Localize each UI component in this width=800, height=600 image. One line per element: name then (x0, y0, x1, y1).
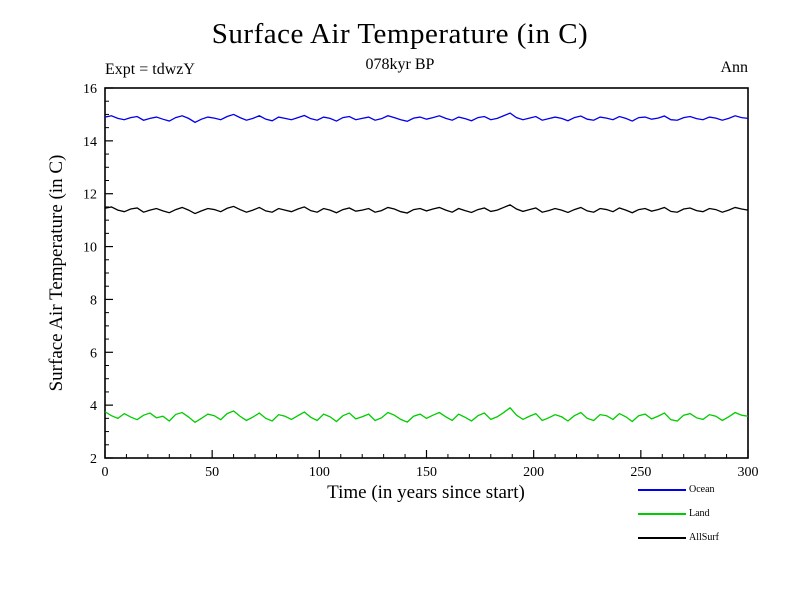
legend: Ocean Land AllSurf (638, 484, 796, 556)
x-tick-label: 150 (416, 465, 437, 480)
legend-item-ocean: Ocean (638, 484, 796, 495)
series-line-land (104, 406, 749, 424)
x-axis-label: Time (in years since start) (327, 482, 525, 503)
x-tick-label: 50 (205, 465, 219, 480)
y-tick-label: 6 (90, 346, 97, 361)
legend-item-land: Land (638, 508, 796, 519)
legend-label: Ocean (689, 484, 715, 495)
legend-line-swatch (638, 536, 686, 539)
x-tick-label: 250 (630, 465, 651, 480)
series-line-allsurf (104, 204, 749, 215)
legend-item-allsurf: AllSurf (638, 532, 796, 543)
y-tick-label: 14 (83, 135, 97, 150)
subtitle-experiment: Expt = tdwzY (105, 61, 195, 78)
legend-label: Land (689, 508, 710, 519)
y-tick-label: 4 (90, 399, 97, 414)
y-tick-label: 12 (83, 188, 97, 203)
subtitle-time-period: 078kyr BP (365, 56, 435, 73)
x-tick-label: 200 (523, 465, 544, 480)
x-tick-label: 100 (309, 465, 330, 480)
y-tick-label: 8 (90, 293, 97, 308)
x-tick-label: 0 (102, 465, 109, 480)
series-line-ocean (104, 112, 749, 124)
legend-label: AllSurf (689, 532, 719, 543)
legend-line-swatch (638, 512, 686, 515)
x-tick-label: 300 (738, 465, 759, 480)
y-tick-label: 10 (83, 241, 97, 256)
subtitle-average-type: Ann (720, 59, 748, 76)
plot-frame (104, 87, 749, 459)
y-tick-label: 16 (83, 82, 97, 97)
chart-title: Surface Air Temperature (in C) (211, 18, 589, 50)
legend-line-swatch (638, 488, 686, 491)
y-tick-label: 2 (90, 452, 97, 467)
